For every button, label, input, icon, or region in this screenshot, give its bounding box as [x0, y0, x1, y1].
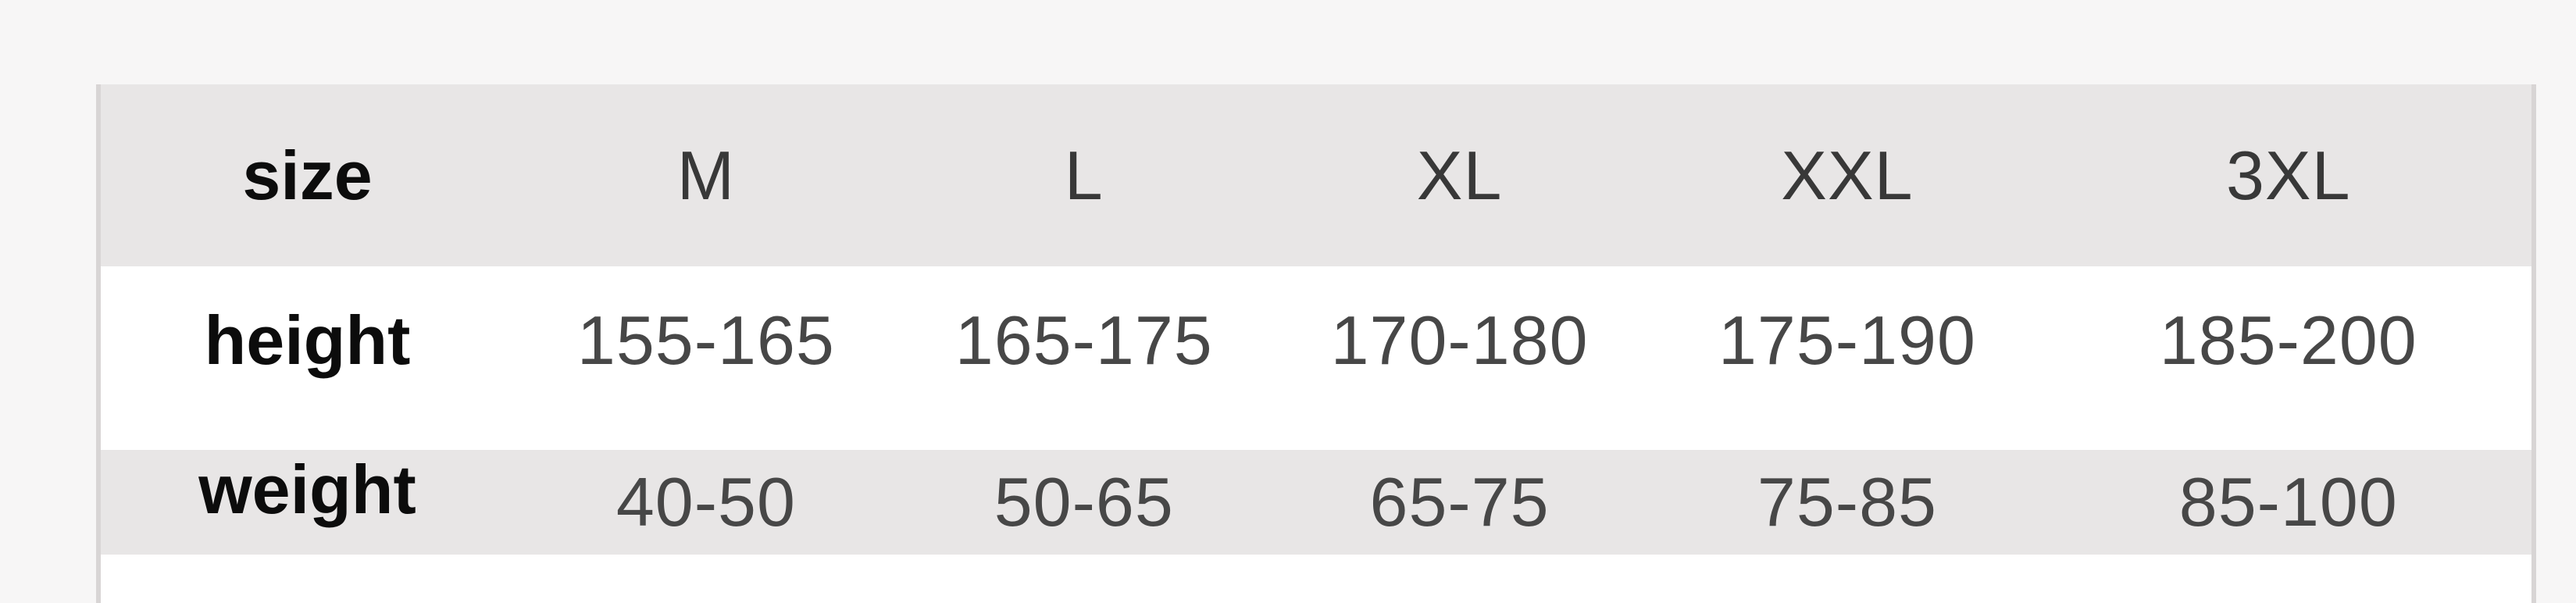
header-cell-m: M	[676, 136, 736, 214]
table-row-partial-cutoff	[101, 555, 2531, 603]
header-cell-l: L	[1064, 136, 1104, 214]
table-row-height: height 155-165 165-175 170-180 175-190 1…	[101, 266, 2531, 450]
size-chart-table: size M L XL XXL 3XL height 155-165 165-1…	[96, 84, 2536, 603]
height-value-m: 155-165	[576, 301, 835, 379]
header-cell-xxl: XXL	[1781, 136, 1914, 214]
row-label-height: height	[204, 301, 411, 379]
weight-value-xl: 65-75	[1369, 463, 1550, 541]
height-value-3xl: 185-200	[2159, 301, 2417, 379]
weight-value-l: 50-65	[994, 463, 1174, 541]
table-row-weight: weight 40-50 50-65 65-75 75-85 85-100	[101, 450, 2531, 555]
height-value-xxl: 175-190	[1718, 301, 1976, 379]
table-header-row: size M L XL XXL 3XL	[101, 84, 2531, 266]
weight-value-m: 40-50	[615, 463, 796, 541]
weight-value-3xl: 85-100	[2178, 463, 2398, 541]
row-label-weight: weight	[198, 451, 416, 528]
header-cell-xl: XL	[1416, 136, 1503, 214]
weight-value-xxl: 75-85	[1757, 463, 1937, 541]
header-cell-3xl: 3XL	[2225, 136, 2351, 214]
height-value-l: 165-175	[954, 301, 1213, 379]
header-cell-size: size	[242, 136, 373, 214]
height-value-xl: 170-180	[1330, 301, 1589, 379]
